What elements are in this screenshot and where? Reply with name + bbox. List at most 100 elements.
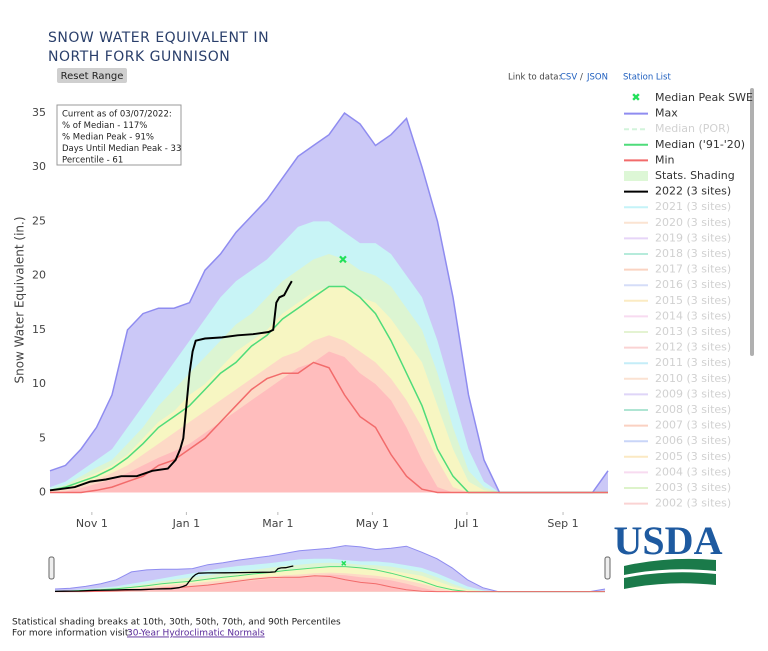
legend-label: 2021 (3 sites) [655, 200, 731, 213]
info-line: Current as of 03/07/2022: [62, 110, 172, 120]
legend-label: Median (POR) [655, 122, 730, 135]
percentile-band [50, 351, 608, 493]
range-slider[interactable] [48, 542, 611, 594]
median-peak-marker [341, 560, 347, 566]
info-box [56, 104, 182, 166]
legend-item[interactable]: Min [624, 153, 675, 166]
legend-symbol: ✖ [631, 91, 640, 104]
legend-item[interactable]: ✖ Median Peak SWE [631, 91, 753, 104]
x-tick-label: Jul 1 [454, 517, 479, 530]
legend-label: 2008 (3 sites) [655, 403, 731, 416]
json-link[interactable]: JSON [586, 73, 608, 83]
legend-item[interactable]: Median ('91-'20) [624, 138, 745, 151]
y-axis-label: Snow Water Equivalent (in.) [13, 216, 27, 383]
legend-item[interactable]: Stats. Shading [624, 169, 735, 182]
csv-link[interactable]: CSV [560, 73, 577, 83]
legend-symbol [624, 171, 648, 181]
legend-label: 2005 (3 sites) [655, 450, 731, 463]
legend-label: Median ('91-'20) [655, 138, 745, 151]
legend-item[interactable]: Max [624, 107, 678, 120]
legend-item[interactable]: 2003 (3 sites) [624, 481, 731, 494]
legend-item[interactable]: 2020 (3 sites) [624, 216, 731, 229]
legend-label: 2020 (3 sites) [655, 216, 731, 229]
y-tick-label: 20 [32, 269, 46, 282]
x-tick-label: May 1 [356, 517, 389, 530]
legend-item[interactable]: 2008 (3 sites) [624, 403, 731, 416]
percentile-band [55, 574, 605, 592]
legend-label: 2006 (3 sites) [655, 434, 731, 447]
x-tick-label: Jan 1 [172, 517, 200, 530]
plot-area: 0 5 10 15 20 25 30 35 Nov 1 Jan 1 Mar 1 May 1 Jul 1 S… [32, 106, 609, 530]
series-line [49, 280, 293, 492]
legend-label: 2017 (3 sites) [655, 263, 731, 276]
info-line: % Median Peak - 91% [62, 133, 154, 143]
legend-label: 2015 (3 sites) [655, 294, 731, 307]
footnote-link[interactable]: 30-Year Hydroclimatic Normals [127, 629, 265, 639]
legend-label: 2003 (3 sites) [655, 481, 731, 494]
legend-label: 2012 (3 sites) [655, 341, 731, 354]
y-tick-label: 30 [32, 160, 46, 173]
legend-item[interactable]: 2002 (3 sites) [624, 497, 731, 510]
y-tick-label: 35 [32, 106, 46, 119]
legend-item[interactable]: 2017 (3 sites) [624, 263, 731, 276]
legend-label: 2019 (3 sites) [655, 231, 731, 244]
y-tick-label: 10 [32, 377, 46, 390]
legend-item[interactable]: 2022 (3 sites) [624, 185, 731, 198]
legend-item[interactable]: 2004 (3 sites) [624, 465, 731, 478]
reset-button-label[interactable]: Reset Range [61, 71, 124, 82]
legend-label: 2022 (3 sites) [655, 185, 731, 198]
legend-item[interactable]: 2010 (3 sites) [624, 372, 731, 385]
legend-label: 2016 (3 sites) [655, 278, 731, 291]
legend-item[interactable]: 2007 (3 sites) [624, 419, 731, 432]
legend-item[interactable]: 2014 (3 sites) [624, 309, 731, 322]
y-tick-label: 15 [32, 323, 46, 336]
legend-label: 2009 (3 sites) [655, 387, 731, 400]
info-line: % of Median - 117% [62, 121, 147, 131]
legend-item[interactable]: Median (POR) [624, 122, 730, 135]
x-tick-label: Mar 1 [262, 517, 293, 530]
slider-handle[interactable] [48, 556, 55, 580]
legend-label: 2002 (3 sites) [655, 497, 731, 510]
x-tick-label: Nov 1 [76, 517, 108, 530]
legend-label: Stats. Shading [655, 169, 735, 182]
legend-label: 2013 (3 sites) [655, 325, 731, 338]
legend-label: 2007 (3 sites) [655, 419, 731, 432]
legend-item[interactable]: 2015 (3 sites) [624, 294, 731, 307]
legend-scrollbar[interactable] [750, 88, 754, 356]
legend-item[interactable]: 2016 (3 sites) [624, 278, 731, 291]
reset-button[interactable] [57, 68, 127, 83]
series-line [50, 361, 608, 494]
x-tick-label: Sep 1 [547, 517, 578, 530]
y-tick-label: 5 [39, 431, 46, 444]
legend-item[interactable]: 2011 (3 sites) [624, 356, 731, 369]
data-link-label: Link to data: [508, 73, 561, 83]
legend-item[interactable]: 2006 (3 sites) [624, 434, 731, 447]
legend-item[interactable]: 2009 (3 sites) [624, 387, 731, 400]
y-tick-label: 25 [32, 214, 46, 227]
legend: ✖ Median Peak SWE Max Median (POR) Median ('… [624, 91, 753, 510]
legend-item[interactable]: 2005 (3 sites) [624, 450, 731, 463]
legend-label: 2014 (3 sites) [655, 309, 731, 322]
legend-box [616, 85, 756, 513]
title-line: NORTH FORK GUNNISON [48, 49, 230, 65]
legend-item[interactable]: 2021 (3 sites) [624, 200, 731, 213]
legend-item[interactable]: 2019 (3 sites) [624, 231, 731, 244]
median-peak-marker [339, 255, 347, 264]
slider-handle[interactable] [604, 556, 611, 580]
info-line: Percentile - 61 [62, 156, 123, 166]
legend-label: Min [655, 153, 675, 166]
legend-item[interactable]: 2018 (3 sites) [624, 247, 731, 260]
info-text: Current as of 03/07/2022:% of Median - 1… [62, 110, 181, 166]
title-line: SNOW WATER EQUIVALENT IN [48, 30, 269, 46]
y-tick-label: 0 [39, 485, 46, 498]
link-separator: / [580, 73, 583, 83]
legend-item[interactable]: 2013 (3 sites) [624, 325, 731, 338]
station-list-link[interactable]: Station List [623, 73, 671, 83]
legend-item[interactable]: 2012 (3 sites) [624, 341, 731, 354]
logo-swoosh [624, 572, 716, 589]
info-line: Days Until Median Peak - 33 [62, 144, 181, 154]
logo-swoosh [624, 558, 716, 575]
legend-label: Median Peak SWE [655, 91, 753, 104]
